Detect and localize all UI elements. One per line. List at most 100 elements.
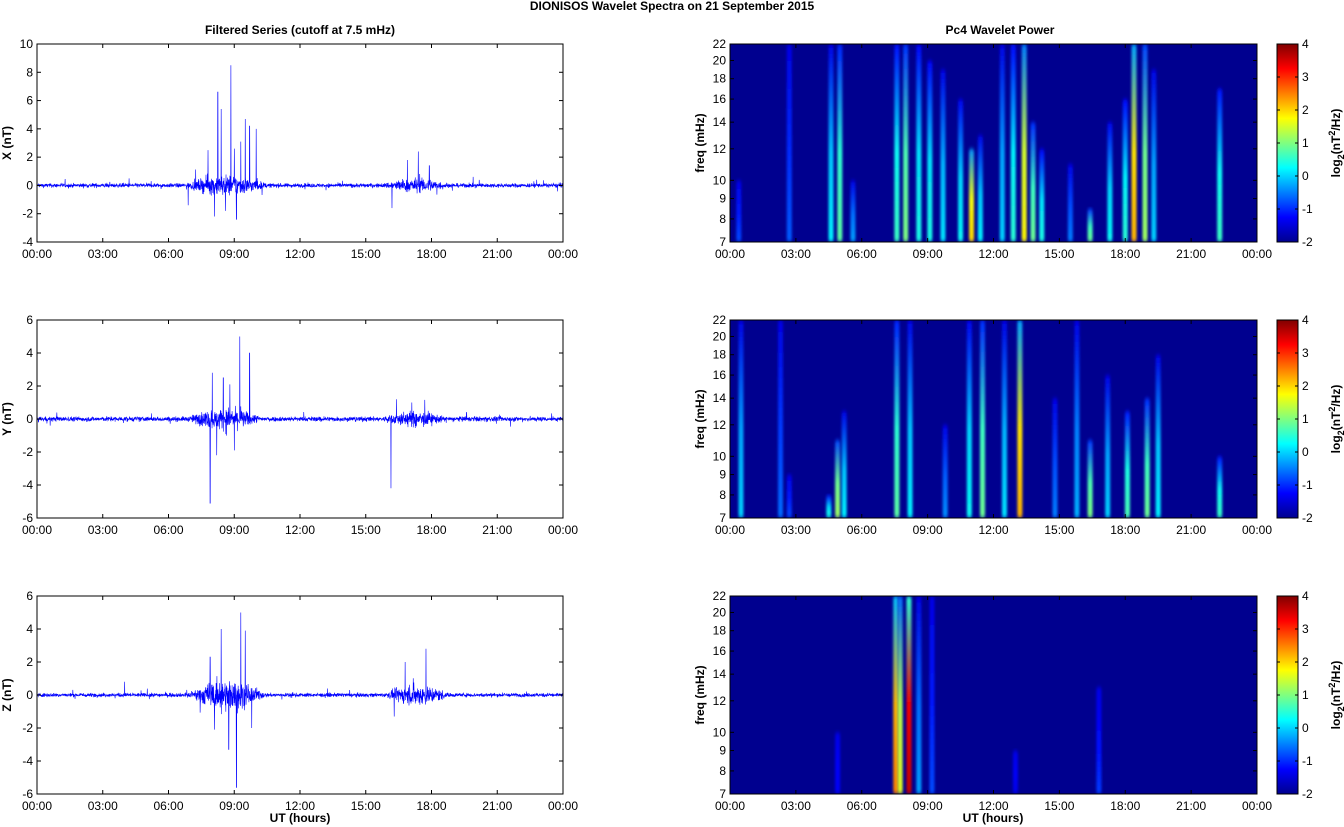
wavelet-z-ytick-label: 18 (713, 624, 727, 638)
filtered-x-trace (36, 65, 564, 220)
filtered-y-xtick-label: 00:00 (548, 523, 578, 537)
wavelet-z-colorbar-tick-label: -1 (1302, 754, 1313, 768)
wavelet-z-xtick-label: 00:00 (715, 799, 745, 813)
wavelet-x-colorbar-tick-label: -2 (1302, 235, 1313, 249)
wavelet-y-colorbar-tick-label: 2 (1302, 379, 1309, 393)
filtered-x-xtick-label: 03:00 (88, 247, 118, 261)
wavelet-y-xtick-label: 12:00 (978, 523, 1008, 537)
filtered-z-xtick-label: 12:00 (285, 799, 315, 813)
wavelet-x-streak (850, 180, 856, 242)
wavelet-x-streak (786, 44, 792, 242)
filtered-x-xtick-label: 00:00 (548, 247, 578, 261)
filtered-y-ytick-label: -6 (22, 511, 33, 525)
filtered-z-ytick-label: 0 (26, 688, 33, 702)
wavelet-x-streak (828, 44, 834, 242)
wavelet-y-ytick-label: 8 (719, 488, 726, 502)
wavelet-y-ytick-label: 10 (713, 449, 727, 463)
figure-title: DIONISOS Wavelet Spectra on 21 September… (530, 0, 815, 13)
wavelet-x-colorbar-label: log2(nT2/Hz) (1327, 109, 1344, 178)
wavelet-y-streak (1155, 354, 1161, 518)
wavelet-y-streak (942, 424, 948, 518)
wavelet-x-xtick-label: 00:00 (715, 247, 745, 261)
wavelet-x-xtick-label: 06:00 (847, 247, 877, 261)
wavelet-z-streak (929, 596, 935, 794)
filtered-z-xtick-label: 18:00 (416, 799, 446, 813)
panel-filtered-x: -4 -2 0 2 4 6 8 10 00:00 03:00 06:00 09:00 12:00 15:0… (0, 37, 578, 261)
filtered-x-ytick-label: -4 (22, 235, 33, 249)
panel-wavelet-x: 7 8 9 10 12 14 16 18 20 22 00:00 03:00 06:00 09:00 12:… (693, 37, 1272, 261)
wavelet-x-streak (903, 44, 909, 242)
wavelet-z-streak (916, 596, 922, 794)
filtered-x-plot-area (37, 44, 563, 242)
colorbar-wavelet-y: -2 -1 0 1 2 3 4 log2(nT2/Hz) (1276, 313, 1344, 525)
wavelet-x-streak (940, 69, 946, 242)
wavelet-x-streak (1142, 44, 1148, 242)
wavelet-x-streak (1217, 88, 1223, 242)
wavelet-x-streak (1030, 122, 1036, 242)
wavelet-z-xtick-label: 09:00 (913, 799, 943, 813)
wavelet-x-ytick-label: 16 (713, 92, 727, 106)
filtered-z-xtick-label: 21:00 (482, 799, 512, 813)
filtered-y-ytick-label: -2 (22, 445, 33, 459)
filtered-x-xtick-label: 12:00 (285, 247, 315, 261)
wavelet-x-ytick-label: 7 (719, 235, 726, 249)
colorbar-wavelet-x: -2 -1 0 1 2 3 4 log2(nT2/Hz) (1276, 37, 1344, 249)
wavelet-x-streak (1087, 208, 1093, 242)
wavelet-x-xtick-label: 21:00 (1176, 247, 1206, 261)
wavelet-x-ytick-label: 22 (713, 37, 727, 51)
filtered-y-xtick-label: 06:00 (153, 523, 183, 537)
wavelet-z-streak (897, 596, 903, 794)
wavelet-y-streak (1217, 456, 1223, 518)
wavelet-y-ytick-label: 20 (713, 329, 727, 343)
wavelet-y-ytick-label: 16 (713, 368, 727, 382)
wavelet-y-streaks (738, 320, 1223, 518)
filtered-z-ylabel: Z (nT) (0, 678, 14, 711)
wavelet-x-ytick-label: 10 (713, 173, 727, 187)
wavelet-y-xtick-label: 21:00 (1176, 523, 1206, 537)
wavelet-y-ytick-label: 12 (713, 418, 727, 432)
wavelet-y-streak (1017, 320, 1023, 518)
wavelet-y-streak (1052, 398, 1058, 518)
wavelet-x-streak (999, 44, 1005, 242)
filtered-z-trace (36, 612, 564, 788)
right-column-title: Pc4 Wavelet Power (946, 23, 1055, 37)
filtered-x-ytick-label: 0 (26, 178, 33, 192)
filtered-y-xtick-label: 18:00 (416, 523, 446, 537)
x-axis-label-right: UT (hours) (963, 811, 1024, 825)
wavelet-y-xtick-label: 00:00 (1242, 523, 1272, 537)
wavelet-y-streak (1001, 320, 1007, 518)
wavelet-y-streak (786, 474, 792, 518)
wavelet-y-colorbar-tick-label: 4 (1302, 313, 1309, 327)
wavelet-x-ytick-label: 20 (713, 53, 727, 67)
wavelet-z-xtick-label: 18:00 (1110, 799, 1140, 813)
wavelet-z-ytick-label: 9 (719, 744, 726, 758)
wavelet-y-background (730, 320, 1257, 518)
wavelet-x-streaks (736, 44, 1223, 242)
wavelet-z-ytick-label: 22 (713, 589, 727, 603)
wavelet-z-colorbar-label: log2(nT2/Hz) (1327, 661, 1344, 730)
filtered-x-ytick-label: 10 (20, 37, 34, 51)
wavelet-y-xtick-label: 09:00 (913, 523, 943, 537)
wavelet-y-streak (841, 410, 847, 518)
filtered-z-xtick-label: 09:00 (219, 799, 249, 813)
filtered-z-ytick-label: 6 (26, 589, 33, 603)
filtered-z-xtick-label: 03:00 (88, 799, 118, 813)
wavelet-y-ytick-label: 7 (719, 511, 726, 525)
wavelet-y-streak (894, 320, 900, 518)
filtered-y-ytick-label: 4 (26, 346, 33, 360)
wavelet-x-ytick-label: 12 (713, 142, 727, 156)
filtered-z-ytick-label: -2 (22, 721, 33, 735)
wavelet-x-streak (916, 44, 922, 242)
wavelet-x-streak (958, 99, 964, 242)
wavelet-x-streak (977, 134, 983, 242)
wavelet-z-colorbar-tick-label: 2 (1302, 655, 1309, 669)
wavelet-x-xtick-label: 00:00 (1242, 247, 1272, 261)
wavelet-y-colorbar-tick-label: 3 (1302, 346, 1309, 360)
wavelet-y-ytick-label: 9 (719, 468, 726, 482)
wavelet-x-ytick-label: 14 (713, 115, 727, 129)
filtered-z-ytick-label: -6 (22, 787, 33, 801)
filtered-z-xtick-label: 00:00 (22, 799, 52, 813)
wavelet-y-ylabel: freq (mHz) (693, 389, 707, 448)
wavelet-z-background (730, 596, 1257, 794)
wavelet-x-colorbar-tick-label: 3 (1302, 70, 1309, 84)
